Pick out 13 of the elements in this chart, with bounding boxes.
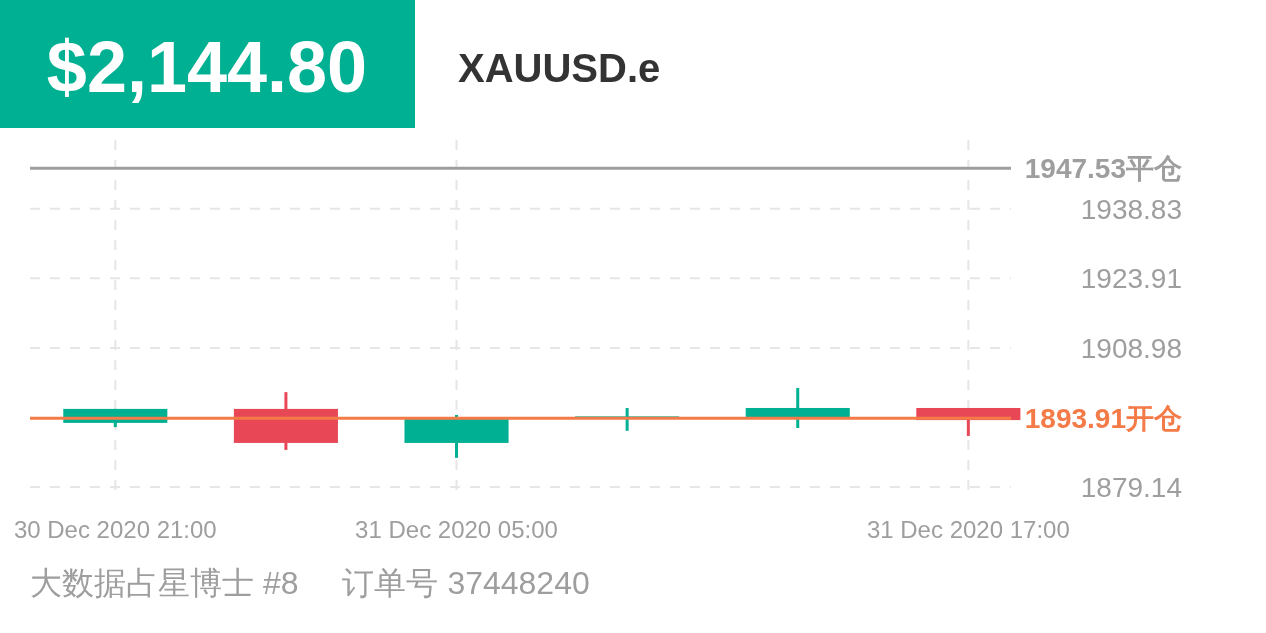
subtitle: XAUUSD.e <box>458 46 661 90</box>
xtick: 31 Dec 2020 05:00 <box>355 516 558 543</box>
ytick: 1879.14 <box>1080 472 1182 503</box>
title: $2,144.80 <box>46 27 368 107</box>
xtick: 30 Dec 2020 21:00 <box>13 516 217 543</box>
annotation: 订单号 37448240 <box>342 565 590 601</box>
ytick: 1923.91 <box>1080 263 1182 295</box>
annotation: 大数据占星博士 #8 <box>30 565 299 601</box>
ref-label: 1893.91开仓 <box>1024 403 1182 435</box>
ytick: 1938.83 <box>1080 193 1182 225</box>
ytick: 1908.98 <box>1080 332 1182 364</box>
ref-label: 1947.53平仓 <box>1024 153 1182 185</box>
xtick: 31 Dec 2020 17:00 <box>866 516 1070 543</box>
